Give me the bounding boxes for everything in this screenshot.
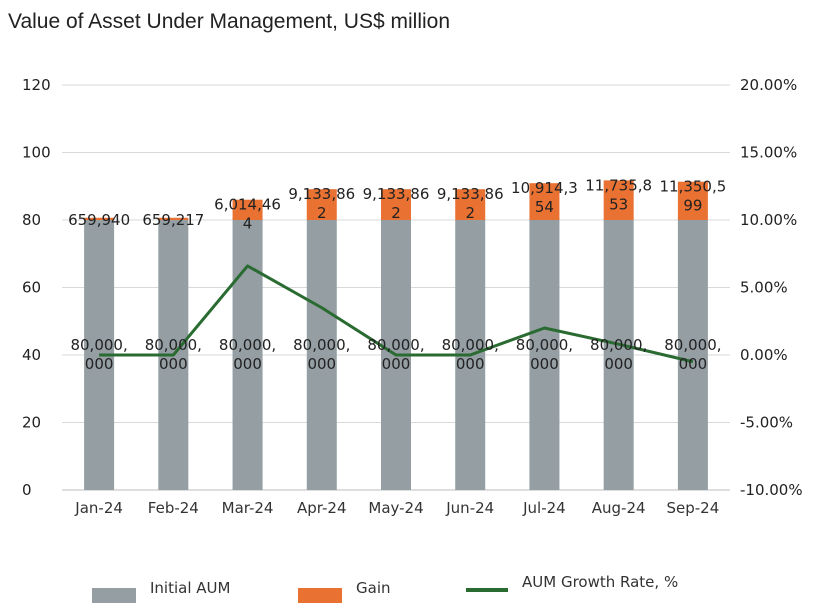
line-aum-growth-rate [99, 264, 694, 364]
data-label-initial-aum: 80,000, 000 [293, 336, 350, 373]
legend-item-initial-aum: Initial AUM [92, 572, 230, 603]
data-label-gain: 9,133,86 2 [363, 185, 430, 222]
bar-gain [381, 189, 411, 220]
y-right-tick-label: 10.00% [740, 211, 797, 229]
legend: Initial AUM Gain AUM Growth Rate, % [0, 572, 814, 608]
x-tick-label: Feb-24 [148, 499, 199, 517]
y-right-tick-label: 5.00% [740, 279, 788, 297]
y-left-tick-label: 20 [22, 414, 41, 432]
growth-line [99, 264, 694, 364]
bar-gain [158, 217, 189, 220]
x-tick-label: May-24 [368, 499, 423, 517]
data-labels: 80,000, 000 659,940 80,000, 000 659,217 80,000… [68, 176, 726, 373]
data-label-gain: 659,217 [142, 211, 204, 229]
data-label-initial-aum: 80,000, 000 [516, 336, 573, 373]
data-label-initial-aum: 80,000, 000 [367, 336, 424, 373]
data-label-gain: 9,133,86 2 [437, 185, 504, 222]
chart: 80,000, 000 659,940 80,000, 000 659,217 80,000… [22, 76, 803, 517]
bar-gain [529, 183, 560, 220]
data-label-gain: 9,133,86 2 [288, 185, 355, 222]
data-label-initial-aum: 80,000, 000 [219, 336, 276, 373]
x-tick-label: Aug-24 [592, 499, 646, 517]
axes: 0 20 40 60 80 100 120 -10.00% -5.00% 0.00% 5.00% 10… [22, 76, 803, 517]
x-tick-label: Mar-24 [222, 499, 274, 517]
data-label-initial-aum: 80,000, 000 [145, 336, 202, 373]
bar-initial-aum [603, 220, 634, 490]
x-tick-label: Jul-24 [522, 499, 566, 517]
y-left-tick-label: 120 [22, 76, 51, 94]
x-tick-label: Jan-24 [74, 499, 123, 517]
legend-label-gain: Gain [356, 578, 391, 597]
data-label-initial-aum: 80,000, 000 [590, 336, 647, 373]
bar-initial-aum [677, 220, 708, 490]
x-tick-label: Jun-24 [445, 499, 494, 517]
y-right-tick-label: 15.00% [740, 144, 797, 162]
y-left-tick-label: 40 [22, 346, 41, 364]
chart-title: Value of Asset Under Management, US$ mil… [8, 10, 451, 33]
x-tick-label: Apr-24 [297, 499, 347, 517]
bar-initial-aum [529, 220, 560, 490]
y-left-tick-label: 100 [22, 144, 51, 162]
bar-gain [455, 189, 486, 220]
legend-item-growth-rate: AUM Growth Rate, % [466, 572, 678, 592]
y-right-tick-label: -5.00% [740, 414, 793, 432]
bar-gain [232, 199, 263, 220]
y-left-tick-label: 60 [22, 279, 41, 297]
x-tick-label: Sep-24 [666, 499, 719, 517]
legend-label-growth-rate: AUM Growth Rate, % [522, 573, 679, 591]
data-label-gain: 11,350,5 99 [659, 178, 726, 215]
bar-initial-aum [306, 220, 337, 490]
bar-gain [306, 189, 337, 220]
data-label-initial-aum: 80,000, 000 [70, 336, 127, 373]
data-label-initial-aum: 80,000, 000 [442, 336, 499, 373]
bar-gain [603, 180, 634, 220]
legend-swatch-gain [298, 588, 342, 603]
legend-swatch-growth-rate [466, 588, 508, 592]
bar-gain [84, 217, 115, 220]
data-label-initial-aum: 80,000, 000 [664, 336, 721, 373]
legend-label-initial-aum: Initial AUM [150, 578, 231, 597]
y-right-tick-label: -10.00% [740, 481, 803, 499]
data-label-gain: 659,940 [68, 211, 130, 229]
data-label-gain: 11,735,8 53 [585, 176, 652, 213]
y-left-tick-label: 0 [22, 481, 32, 499]
legend-item-gain: Gain [298, 572, 391, 603]
data-label-gain: 6,014,46 4 [214, 196, 281, 233]
bar-gain [677, 181, 708, 220]
legend-swatch-initial-aum [92, 588, 136, 603]
y-left-tick-label: 80 [22, 211, 41, 229]
y-right-tick-label: 20.00% [740, 76, 797, 94]
data-label-gain: 10,914,3 54 [511, 179, 578, 216]
y-right-tick-label: 0.00% [740, 346, 788, 364]
